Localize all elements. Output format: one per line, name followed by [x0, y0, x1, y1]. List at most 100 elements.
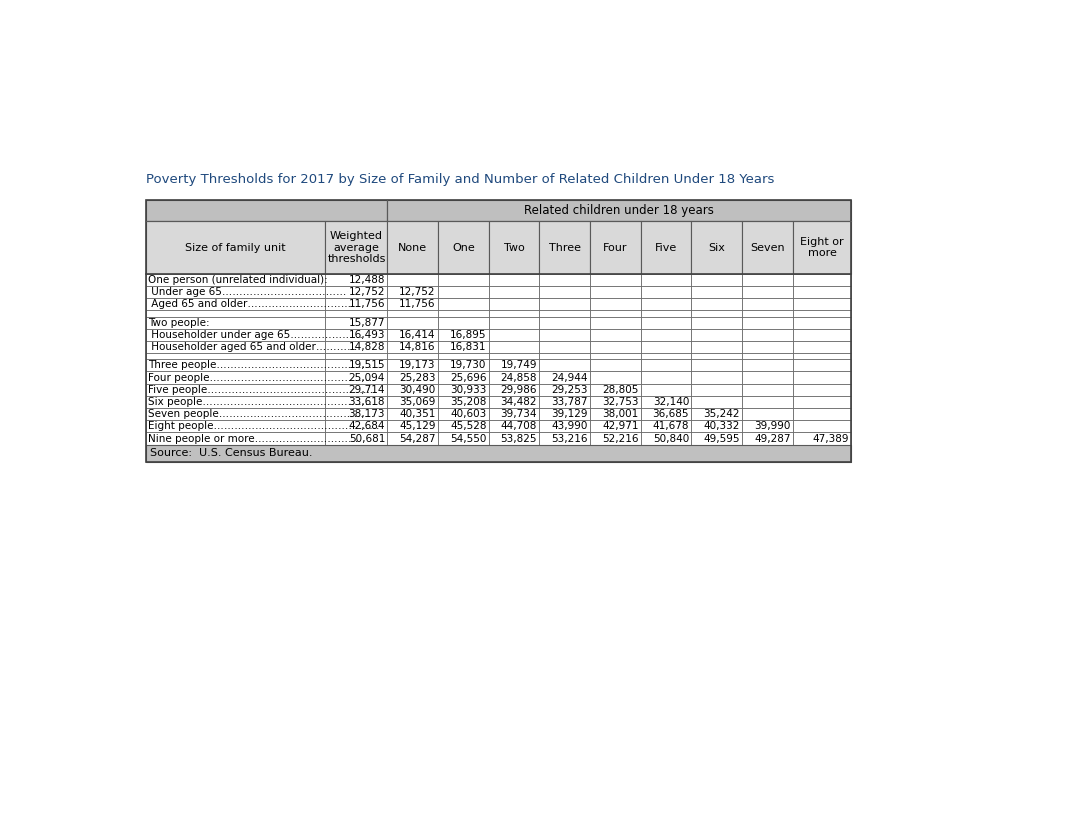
Bar — [793, 420, 851, 432]
Text: 33,618: 33,618 — [348, 397, 385, 407]
Text: Under age 65………………………………: Under age 65……………………………… — [148, 287, 347, 297]
Bar — [641, 420, 691, 432]
Text: 52,216: 52,216 — [602, 434, 639, 444]
Bar — [793, 221, 851, 273]
Bar — [326, 371, 387, 384]
Bar — [590, 359, 641, 371]
Bar — [641, 317, 691, 329]
Bar — [326, 384, 387, 396]
Text: Poverty Thresholds for 2017 by Size of Family and Number of Related Children Und: Poverty Thresholds for 2017 by Size of F… — [146, 173, 774, 186]
Bar — [439, 353, 489, 359]
Bar — [641, 359, 691, 371]
Text: Householder aged 65 and older…………: Householder aged 65 and older………… — [148, 342, 358, 352]
Bar — [641, 341, 691, 353]
Bar — [793, 359, 851, 371]
Bar — [489, 408, 540, 420]
Bar — [691, 432, 742, 445]
Bar — [540, 298, 590, 310]
Bar — [641, 310, 691, 317]
Bar — [387, 329, 439, 341]
Bar — [489, 286, 540, 298]
Bar — [489, 298, 540, 310]
Bar — [793, 384, 851, 396]
Bar — [439, 317, 489, 329]
Bar — [326, 298, 387, 310]
Text: 25,696: 25,696 — [450, 372, 487, 382]
Bar — [641, 353, 691, 359]
Bar — [146, 329, 326, 341]
Bar — [146, 310, 326, 317]
Bar — [590, 273, 641, 286]
Text: 36,685: 36,685 — [653, 409, 689, 419]
Bar — [691, 353, 742, 359]
Bar — [146, 396, 326, 408]
Text: 35,208: 35,208 — [450, 397, 487, 407]
Bar — [641, 273, 691, 286]
Bar — [641, 371, 691, 384]
Bar — [326, 273, 387, 286]
Text: 53,216: 53,216 — [551, 434, 588, 444]
Bar — [387, 371, 439, 384]
Bar — [691, 384, 742, 396]
Bar — [489, 420, 540, 432]
Bar — [641, 286, 691, 298]
Bar — [793, 408, 851, 420]
Text: 50,840: 50,840 — [653, 434, 689, 444]
Bar — [742, 359, 793, 371]
Text: 16,831: 16,831 — [450, 342, 487, 352]
Bar — [691, 359, 742, 371]
Bar — [540, 384, 590, 396]
Text: 24,944: 24,944 — [551, 372, 588, 382]
Bar — [691, 341, 742, 353]
Bar — [793, 286, 851, 298]
Bar — [590, 286, 641, 298]
Text: 16,493: 16,493 — [348, 330, 385, 340]
Text: Seven: Seven — [750, 243, 785, 253]
Bar — [439, 310, 489, 317]
Text: Nine people or more…………………………: Nine people or more………………………… — [148, 434, 359, 444]
Bar — [793, 273, 851, 286]
Text: 39,734: 39,734 — [501, 409, 538, 419]
Text: 14,828: 14,828 — [348, 342, 385, 352]
Bar — [439, 298, 489, 310]
Bar — [439, 359, 489, 371]
Bar — [641, 432, 691, 445]
Bar — [439, 221, 489, 273]
Bar — [146, 199, 851, 461]
Bar — [691, 408, 742, 420]
Bar — [590, 353, 641, 359]
Bar — [691, 329, 742, 341]
Text: One: One — [453, 243, 475, 253]
Bar — [540, 432, 590, 445]
Bar — [387, 310, 439, 317]
Bar — [387, 359, 439, 371]
Bar — [387, 286, 439, 298]
Bar — [742, 329, 793, 341]
Text: 24,858: 24,858 — [501, 372, 538, 382]
Text: 29,986: 29,986 — [501, 385, 538, 395]
Bar — [326, 420, 387, 432]
Text: 42,684: 42,684 — [348, 421, 385, 431]
Bar — [590, 408, 641, 420]
Bar — [326, 317, 387, 329]
Bar — [439, 396, 489, 408]
Bar — [540, 310, 590, 317]
Text: 30,933: 30,933 — [450, 385, 487, 395]
Bar — [540, 329, 590, 341]
Text: 19,515: 19,515 — [348, 361, 385, 371]
Text: 50,681: 50,681 — [348, 434, 385, 444]
Bar — [387, 420, 439, 432]
Text: 14,816: 14,816 — [399, 342, 435, 352]
Bar — [489, 371, 540, 384]
Bar — [742, 396, 793, 408]
Text: Aged 65 and older……………………………: Aged 65 and older…………………………… — [148, 299, 362, 309]
Bar — [146, 341, 326, 353]
Bar — [387, 273, 439, 286]
Text: 25,283: 25,283 — [399, 372, 435, 382]
Bar — [326, 310, 387, 317]
Bar — [439, 341, 489, 353]
Text: Four: Four — [603, 243, 628, 253]
Bar — [489, 310, 540, 317]
Bar — [540, 408, 590, 420]
Bar — [146, 384, 326, 396]
